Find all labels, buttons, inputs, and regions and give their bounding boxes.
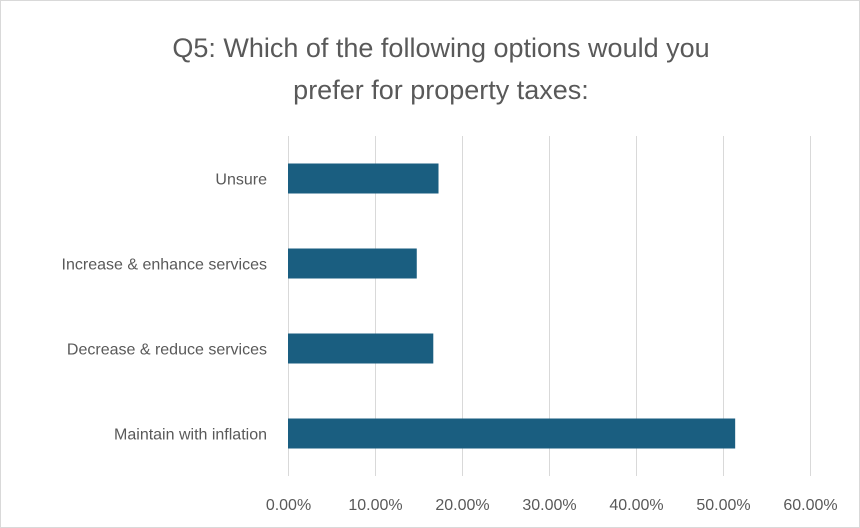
category-label-3: Maintain with inflation bbox=[114, 427, 267, 444]
bar-2 bbox=[288, 333, 434, 364]
category-label-0: Unsure bbox=[215, 172, 267, 189]
bars bbox=[288, 163, 736, 449]
x-tick-label-1: 10.00% bbox=[348, 497, 402, 514]
chart-title-line-1: Q5: Which of the following options would… bbox=[172, 33, 710, 63]
x-tick-label-6: 60.00% bbox=[783, 497, 837, 514]
bar-0 bbox=[288, 163, 439, 194]
bar-3 bbox=[288, 418, 736, 449]
chart-title: Q5: Which of the following options would… bbox=[1, 27, 860, 111]
x-tick-label-3: 30.00% bbox=[522, 497, 576, 514]
x-tick-label-0: 0.00% bbox=[266, 497, 311, 514]
x-tick-label-2: 20.00% bbox=[435, 497, 489, 514]
category-labels: Unsure Increase & enhance services Decreas… bbox=[62, 172, 268, 444]
x-tick-label-5: 50.00% bbox=[696, 497, 750, 514]
chart-title-line-2: prefer for property taxes: bbox=[293, 75, 589, 105]
category-label-2: Decrease & reduce services bbox=[67, 342, 267, 359]
x-tick-label-4: 40.00% bbox=[609, 497, 663, 514]
x-axis-tick-labels: 0.00% 10.00% 20.00% 30.00% 40.00% 50.00% 60.00… bbox=[266, 497, 838, 514]
category-label-1: Increase & enhance services bbox=[62, 257, 267, 274]
bar-1 bbox=[288, 248, 417, 279]
